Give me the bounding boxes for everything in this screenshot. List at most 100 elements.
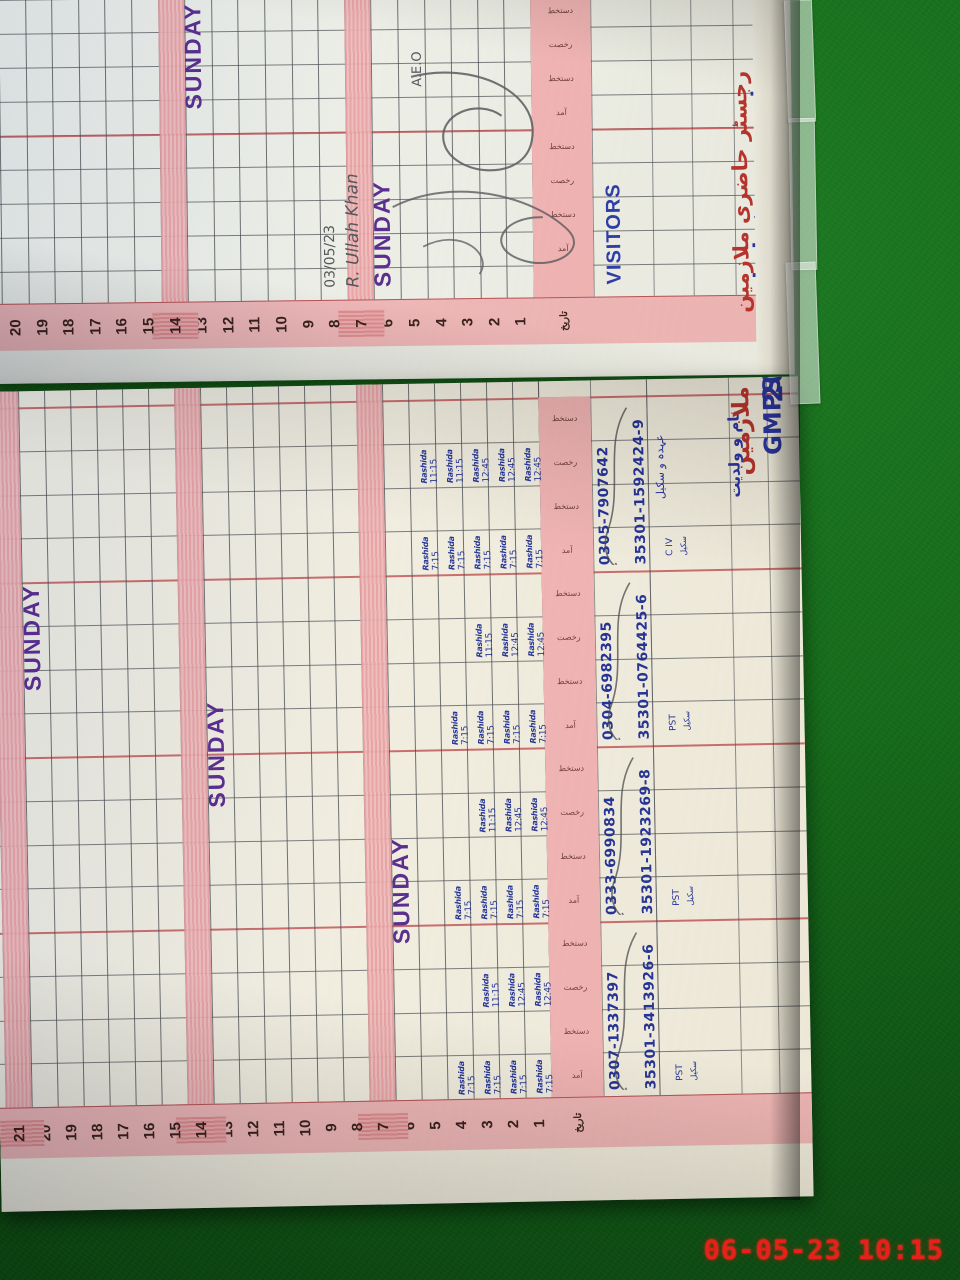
attendance-signature: Rashida bbox=[507, 972, 518, 1007]
grid-hline bbox=[0, 654, 804, 672]
register-page-upper: دستخط رخصت دستخط آمد دستخط رخصت دستخط آمد 1 2 3 4 5 6… bbox=[0, 0, 795, 384]
attendance-signature: Rashida bbox=[457, 1061, 467, 1096]
row-label-urdu: دستخط bbox=[549, 209, 576, 219]
attendance-time-out: 12:45 bbox=[536, 631, 548, 656]
attendance-signature: Rashida bbox=[502, 710, 513, 745]
attendance-signature: Rashida bbox=[476, 710, 487, 745]
attendance-time-in: 7:15 bbox=[542, 899, 553, 919]
grid-vline bbox=[121, 389, 137, 1106]
row-label-urdu: دستخط bbox=[561, 938, 588, 949]
attendance-signature: Rashida bbox=[447, 536, 457, 571]
attendance-signature: Rashida bbox=[478, 798, 488, 833]
date-header-urdu: تاریخ bbox=[558, 310, 570, 332]
staff-cnic: 35301-3413926-6 bbox=[640, 943, 660, 1090]
staff-designation: PST bbox=[675, 1064, 686, 1081]
grid-hline bbox=[0, 436, 800, 453]
row-label-urdu: دستخط bbox=[548, 73, 574, 83]
date-number-cell: 21 bbox=[0, 1120, 45, 1147]
attendance-time-in: 7:15 bbox=[467, 1075, 478, 1095]
row-label-urdu: دستخط bbox=[551, 414, 578, 424]
grid-vline bbox=[503, 0, 509, 298]
attendance-time-out: 12:45 bbox=[514, 806, 525, 832]
row-label-urdu: دستخط bbox=[549, 141, 575, 151]
grid-vline bbox=[51, 0, 56, 304]
attendance-signature: Rashida bbox=[526, 622, 537, 657]
attendance-time-in: 7:15 bbox=[519, 1074, 530, 1094]
attendance-signature: Rashida bbox=[533, 972, 544, 1007]
grid-vline bbox=[277, 386, 293, 1103]
attendance-signature: Rashida bbox=[530, 797, 540, 832]
grid-vline bbox=[95, 389, 111, 1106]
staff-grade-urdu: سکیل bbox=[678, 535, 689, 556]
attendance-signature: Rashida bbox=[473, 535, 483, 570]
attendance-signature: Rashida bbox=[499, 535, 509, 570]
attendance-signature: Rashida bbox=[483, 1060, 493, 1095]
attendance-time-in: 7:15 bbox=[535, 549, 546, 569]
attendance-signature: Rashida bbox=[474, 623, 485, 658]
staff-designation: PST bbox=[671, 889, 682, 906]
grid-vline bbox=[450, 0, 455, 299]
staff-grade-urdu: سکیل bbox=[685, 885, 695, 906]
date-number-strip: 1 2 3 4 5 6 7 8 9 10 11 12 13 14 15 16 17 18 19 20 تاریخ bbox=[0, 294, 795, 351]
row-label-urdu: دستخط bbox=[563, 1026, 590, 1036]
attendance-grid-lower: دستخط رخصت دستخط آمد دستخط رخصت دستخط آمد دستخط ر… bbox=[0, 376, 814, 1211]
attendance-time-in: 7:15 bbox=[516, 899, 527, 919]
attendance-signature: Rashida bbox=[535, 1059, 545, 1094]
sunday-label: SUNDAY bbox=[367, 180, 396, 288]
grid-vline bbox=[649, 0, 655, 296]
attendance-signature: Rashida bbox=[528, 709, 539, 744]
attendance-signature: Rashida bbox=[504, 797, 514, 832]
row-label-urdu: آمد bbox=[565, 720, 576, 730]
staff-grade-urdu: سکیل bbox=[682, 710, 692, 731]
attendance-time-out: 11:15 bbox=[429, 458, 441, 483]
attendance-signature: Rashida bbox=[421, 536, 431, 571]
attendance-time-out: 12:45 bbox=[533, 456, 545, 481]
grid-vline bbox=[290, 0, 296, 301]
sunday-label: SUNDAY bbox=[386, 836, 415, 945]
grid-hline bbox=[0, 479, 800, 497]
attendance-signature: Rashida bbox=[479, 885, 490, 920]
grid-hline-red bbox=[0, 126, 792, 138]
attendance-signature: Rashida bbox=[500, 622, 511, 657]
attendance-signature: Rashida bbox=[481, 973, 492, 1008]
row-label-urdu: آمد bbox=[571, 1070, 583, 1080]
visitors-label: VISITORS bbox=[602, 183, 626, 285]
grid-vline bbox=[251, 386, 267, 1103]
attendance-time-out: 11:15 bbox=[491, 982, 503, 1007]
row-label-urdu: رخصت bbox=[548, 39, 573, 49]
grid-vline bbox=[303, 385, 319, 1102]
grid-vline bbox=[210, 0, 216, 302]
row-label-urdu: آمد bbox=[561, 545, 573, 555]
attendance-time-in: 7:15 bbox=[509, 549, 520, 569]
row-label-urdu: رخصت bbox=[556, 632, 581, 643]
grid-hline bbox=[0, 228, 793, 239]
attendance-time-in: 7:15 bbox=[538, 724, 550, 744]
grid-vline bbox=[263, 0, 269, 301]
attendance-time-out: 12:45 bbox=[481, 457, 493, 482]
timestamp-time: 10:15 bbox=[857, 1235, 944, 1266]
attendance-time-in: 7:15 bbox=[457, 550, 468, 570]
grid-vline bbox=[433, 383, 449, 1100]
grid-vline bbox=[43, 390, 59, 1107]
grid-vline bbox=[407, 383, 423, 1100]
spine-shadow bbox=[770, 0, 800, 1200]
attendance-signature: Rashida bbox=[450, 711, 461, 746]
staff-phone: 0333-6990834 bbox=[601, 795, 621, 916]
signature-date: 03/05/23 bbox=[321, 224, 339, 288]
row-label-urdu: آمد bbox=[556, 107, 567, 117]
attendance-signature: Rashida bbox=[509, 1060, 519, 1095]
grid-hline bbox=[0, 160, 793, 171]
grid-vline bbox=[147, 388, 163, 1105]
grid-hline bbox=[0, 961, 810, 978]
row-label-column: دستخط رخصت دستخط آمد دستخط رخصت دستخط آمد bbox=[530, 0, 594, 298]
row-label-urdu: رخصت bbox=[553, 457, 578, 468]
attendance-time-out: 11:15 bbox=[455, 457, 467, 483]
grid-vline bbox=[69, 390, 85, 1107]
staff-phone: 0304-6982395 bbox=[598, 621, 617, 741]
grid-vline bbox=[329, 385, 345, 1102]
date-number-cell: 20 bbox=[6, 319, 25, 337]
grid-vline bbox=[130, 0, 136, 303]
date-number-strip: 1 2 3 4 5 6 7 8 9 10 11 12 13 14 15 16 17 18 19 20 21 تاریخ bbox=[0, 1092, 813, 1159]
grid-hline bbox=[0, 0, 791, 1]
attendance-time-in: 7:15 bbox=[464, 900, 475, 920]
